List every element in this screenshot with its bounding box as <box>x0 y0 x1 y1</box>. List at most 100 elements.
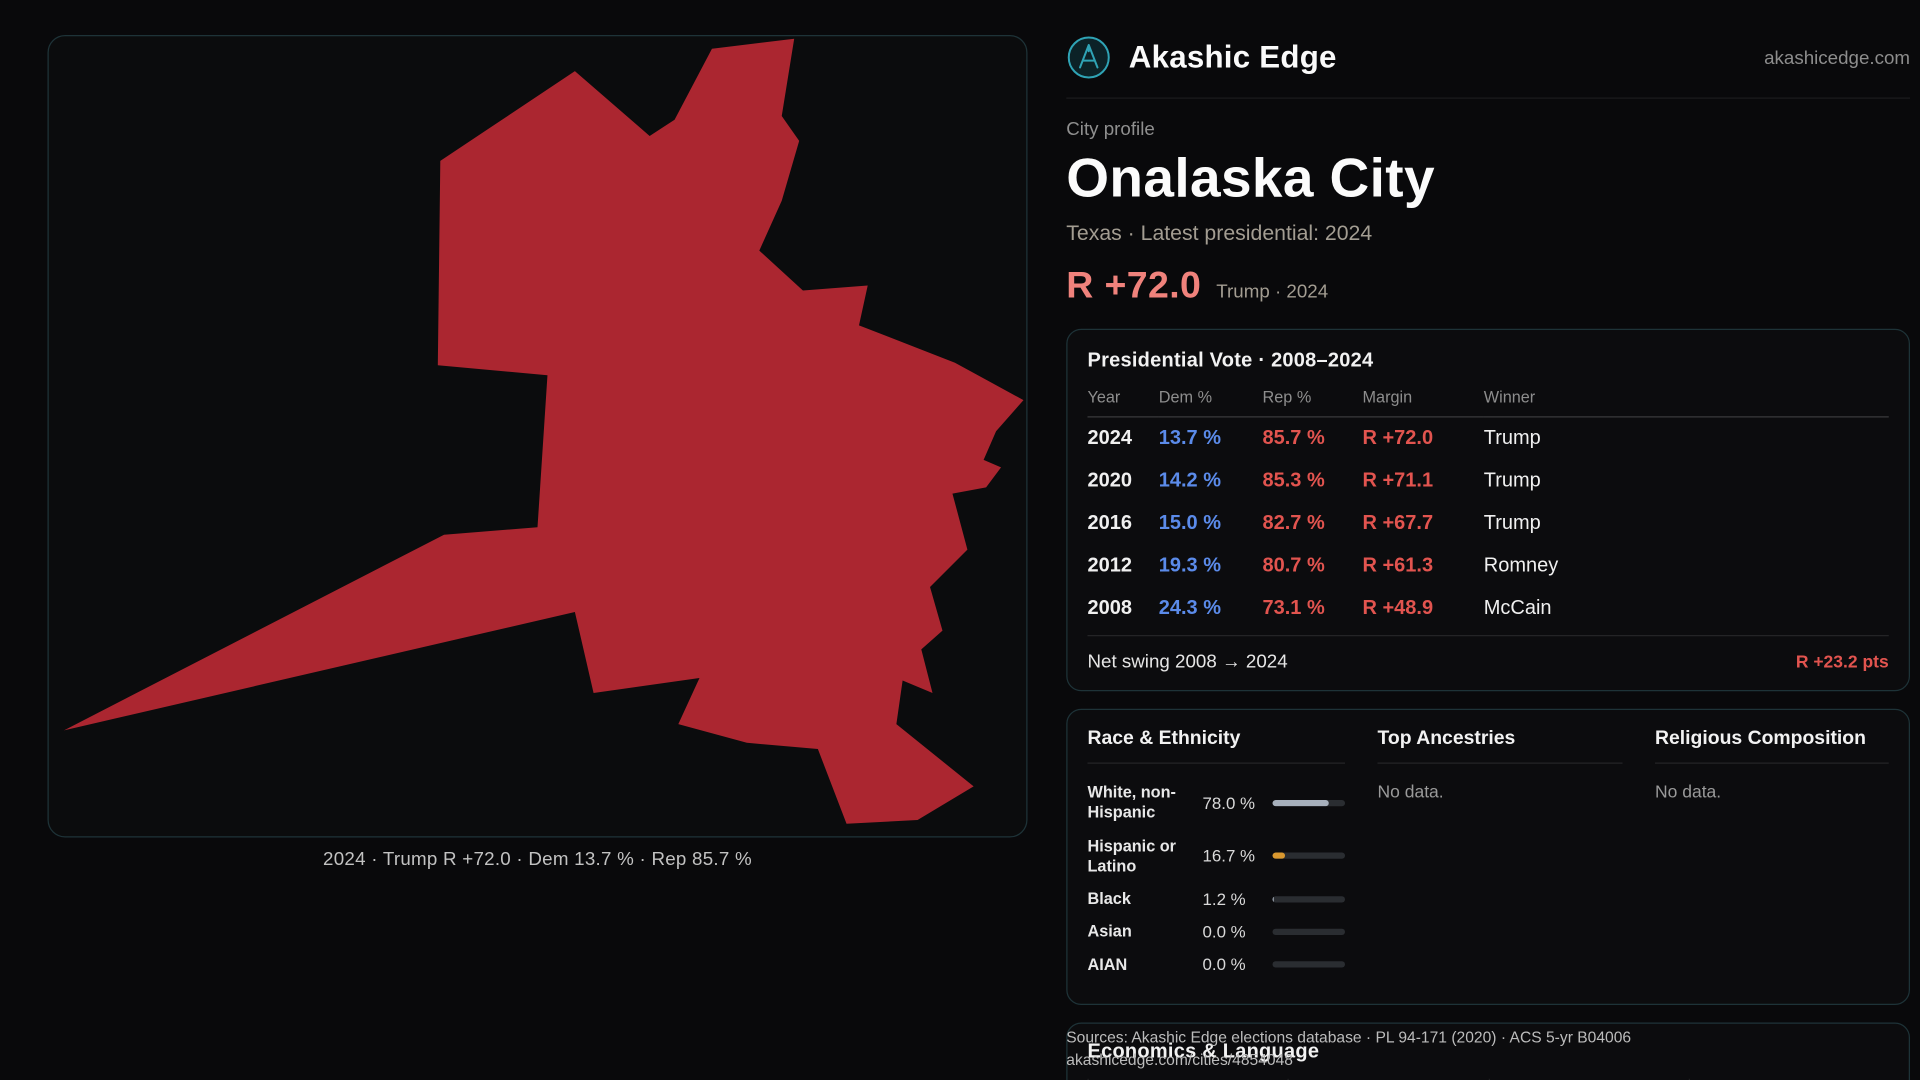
stat-label: Other language <box>1705 1078 1889 1080</box>
race-bar-fill <box>1272 799 1330 806</box>
race-bar-track <box>1272 799 1345 806</box>
akashic-logo-icon <box>1066 35 1111 80</box>
race-value: 16.7 % <box>1202 846 1256 866</box>
dem-cell: 13.7 % <box>1158 427 1222 449</box>
rep-cell: 85.7 % <box>1262 427 1325 449</box>
stat-median-income: Median HH income $51,912 <box>1087 1078 1288 1080</box>
brand-name: Akashic Edge <box>1128 39 1337 75</box>
profile-subtitle: Texas · Latest presidential: 2024 <box>1066 221 1373 245</box>
net-swing-label: Net swing 2008 → 2024 <box>1087 651 1288 673</box>
religious-composition-section: Religious Composition No data. <box>1655 728 1889 981</box>
vote-row: 2024 13.7 % 85.7 % R +72.0 Trump <box>1088 417 1889 460</box>
winner-cell: Trump <box>1483 470 1541 492</box>
race-label: White, non-Hispanic <box>1087 782 1176 822</box>
year-cell: 2008 <box>1087 597 1132 619</box>
dem-cell: 24.3 % <box>1158 597 1222 619</box>
dem-cell: 15.0 % <box>1158 512 1222 534</box>
winner-cell: Trump <box>1483 427 1541 449</box>
col-year: Year <box>1087 387 1159 418</box>
dem-cell: 19.3 % <box>1158 555 1222 577</box>
page-title: Onalaska City <box>1066 147 1435 209</box>
race-ethnicity-title: Race & Ethnicity <box>1087 728 1345 764</box>
headline-margin-note: Trump · 2024 <box>1216 281 1329 303</box>
year-cell: 2016 <box>1087 512 1132 534</box>
col-margin: Margin <box>1362 387 1484 418</box>
city-boundary-map <box>63 38 1024 824</box>
year-cell: 2020 <box>1087 470 1132 492</box>
net-swing-value: R +23.2 pts <box>1795 651 1889 672</box>
headline-margin-value: R +72.0 <box>1066 265 1202 307</box>
race-label: Asian <box>1087 921 1132 941</box>
rep-cell: 85.3 % <box>1262 470 1325 492</box>
map-caption: 2024 · Trump R +72.0 · Dem 13.7 % · Rep … <box>323 848 752 870</box>
race-row: White, non-Hispanic 78.0 % <box>1087 776 1345 829</box>
demographics-panel: Race & Ethnicity White, non-Hispanic 78.… <box>1066 708 1910 1005</box>
margin-cell: R +61.3 <box>1362 555 1434 577</box>
header: Akashic Edge akashicedge.com <box>1066 35 1910 99</box>
col-rep: Rep % <box>1262 387 1363 418</box>
race-value: 0.0 % <box>1202 922 1246 942</box>
headline-margin-row: R +72.0 Trump · 2024 <box>1066 265 1910 308</box>
vote-panel-title: Presidential Vote · 2008–2024 <box>1087 350 1374 372</box>
race-bar-track <box>1272 895 1345 903</box>
margin-cell: R +48.9 <box>1362 597 1434 619</box>
sources-line: Sources: Akashic Edge elections database… <box>1066 1028 1632 1047</box>
vote-row: 2008 24.3 % 73.1 % R +48.9 McCain <box>1088 588 1889 631</box>
race-value: 0.0 % <box>1202 955 1246 974</box>
winner-cell: Romney <box>1483 555 1559 577</box>
stat-poverty-rate: Poverty rate 23.7 % <box>1287 1078 1488 1080</box>
vote-row: 2016 15.0 % 82.7 % R +67.7 Trump <box>1088 503 1889 546</box>
col-winner: Winner <box>1483 387 1889 418</box>
race-bar-fill <box>1272 852 1285 860</box>
right-column: Akashic Edge akashicedge.com City profil… <box>1066 35 1910 1080</box>
stat-english-at-home: English at home 94.5 % <box>1488 1078 1688 1080</box>
ancestries-no-data: No data. <box>1377 781 1444 802</box>
brand: Akashic Edge <box>1066 35 1336 80</box>
race-bar-track <box>1272 928 1345 935</box>
top-ancestries-title: Top Ancestries <box>1377 728 1623 764</box>
city-map-panel <box>47 35 1028 838</box>
race-value: 78.0 % <box>1202 793 1256 813</box>
religious-composition-title: Religious Composition <box>1655 728 1889 764</box>
stat-label: Median HH income <box>1104 1078 1288 1080</box>
race-label: Hispanic or Latino <box>1087 835 1176 875</box>
profile-kicker: City profile <box>1066 118 1155 140</box>
net-swing-row: Net swing 2008 → 2024 R +23.2 pts <box>1087 635 1889 673</box>
footer-sources: Sources: Akashic Edge elections database… <box>1066 1026 1631 1071</box>
stat-label: Poverty rate <box>1304 1078 1488 1080</box>
race-label: Black <box>1087 888 1131 908</box>
site-domain-link[interactable]: akashicedge.com <box>1764 46 1910 69</box>
race-bar-track <box>1272 961 1345 968</box>
race-rows: White, non-Hispanic 78.0 % Hispanic or L… <box>1087 776 1345 981</box>
rep-cell: 80.7 % <box>1262 555 1325 577</box>
religion-no-data: No data. <box>1655 781 1722 802</box>
presidential-vote-panel: Presidential Vote · 2008–2024 Year Dem %… <box>1066 328 1910 692</box>
permalink[interactable]: akashicedge.com/cities/4854048 <box>1066 1051 1293 1069</box>
winner-cell: Trump <box>1483 512 1541 534</box>
rep-cell: 82.7 % <box>1262 512 1325 534</box>
year-cell: 2024 <box>1087 427 1132 449</box>
race-row: AIAN 0.0 % <box>1088 948 1345 981</box>
race-value: 1.2 % <box>1202 889 1246 909</box>
winner-cell: McCain <box>1483 597 1552 619</box>
race-row: Asian 0.0 % <box>1087 915 1345 948</box>
vote-table: Year Dem % Rep % Margin Winner 2024 13.7… <box>1087 387 1889 631</box>
col-dem: Dem % <box>1158 387 1263 418</box>
dem-cell: 14.2 % <box>1158 470 1222 492</box>
race-row: Hispanic or Latino 16.7 % <box>1087 829 1345 882</box>
stat-other-language: Other language 5.5 % <box>1688 1078 1888 1080</box>
vote-row: 2012 19.3 % 80.7 % R +61.3 Romney <box>1088 545 1889 588</box>
margin-cell: R +72.0 <box>1362 427 1434 449</box>
year-cell: 2012 <box>1087 555 1132 577</box>
margin-cell: R +67.7 <box>1362 512 1434 534</box>
race-bar-fill <box>1272 895 1274 903</box>
economics-panel: Economics & Language Median HH income $5… <box>1066 1022 1910 1080</box>
race-bar-track <box>1272 852 1345 860</box>
vote-row: 2020 14.2 % 85.3 % R +71.1 Trump <box>1088 460 1889 503</box>
race-row: Black 1.2 % <box>1087 883 1345 916</box>
city-boundary-shape <box>63 38 1024 824</box>
vote-table-header: Year Dem % Rep % Margin Winner <box>1087 387 1889 418</box>
economics-title: Economics & Language <box>1087 1040 1320 1063</box>
economics-stats: Median HH income $51,912 Poverty rate 23… <box>1087 1078 1889 1080</box>
